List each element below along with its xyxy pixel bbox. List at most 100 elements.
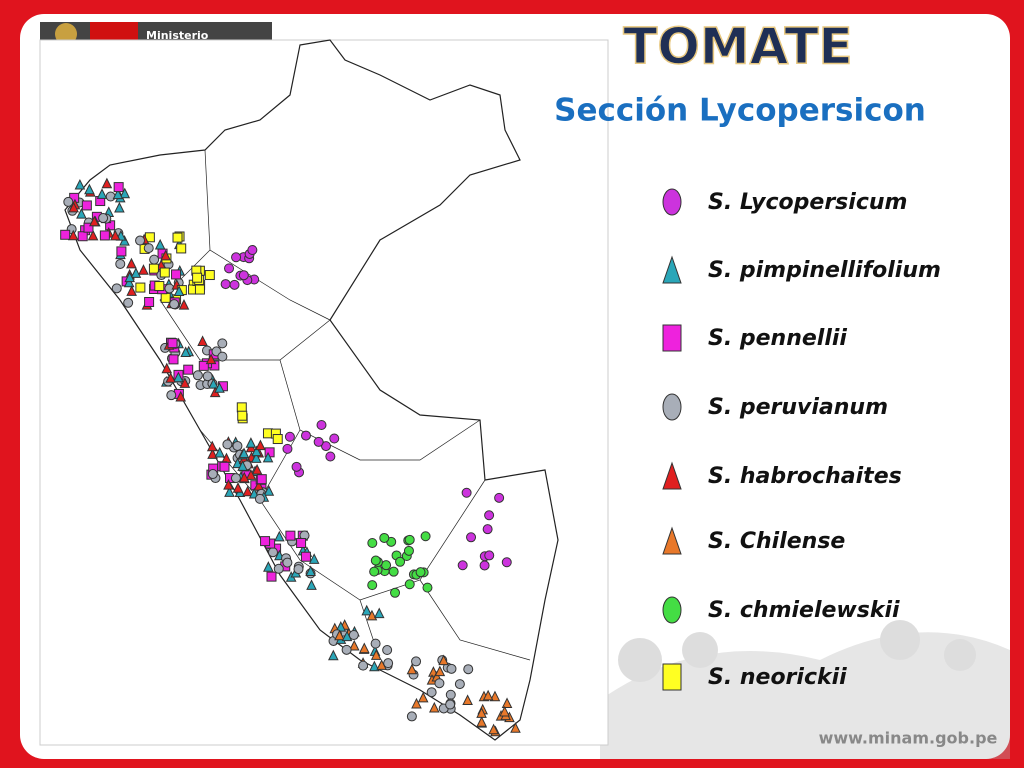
- map-marker: [148, 263, 159, 274]
- title: TOMATE: [623, 18, 852, 76]
- map-marker: [123, 276, 135, 288]
- legend-symbol: [662, 324, 682, 352]
- map-marker: [99, 230, 110, 241]
- map-marker: [165, 372, 176, 383]
- map-marker: [404, 534, 415, 545]
- map-marker: [237, 410, 248, 421]
- map-marker: [406, 663, 418, 675]
- map-marker: [96, 188, 108, 199]
- legend-label: S. Chilense: [708, 529, 845, 554]
- map-marker: [135, 235, 146, 246]
- map-marker: [403, 545, 414, 556]
- map-marker: [124, 271, 136, 283]
- map-marker: [388, 566, 399, 577]
- map-marker: [192, 272, 203, 283]
- country-outline: [64, 39, 559, 741]
- map-marker: [293, 564, 304, 575]
- map-marker: [68, 201, 79, 213]
- map-marker: [98, 213, 109, 224]
- map-marker: [282, 443, 293, 454]
- map-marker: [112, 188, 124, 200]
- map-marker: [484, 510, 495, 521]
- map-marker: [154, 281, 165, 292]
- map-marker: [369, 566, 380, 577]
- map-marker: [206, 440, 218, 452]
- map-marker: [369, 660, 380, 672]
- map-marker: [501, 697, 513, 709]
- map-marker: [135, 282, 146, 293]
- map-marker: [76, 208, 87, 219]
- map-marker: [382, 645, 393, 656]
- map-marker: [300, 551, 311, 562]
- map-marker: [284, 431, 295, 442]
- map-marker: [395, 556, 406, 567]
- map-marker: [417, 691, 429, 703]
- map-marker: [274, 530, 285, 542]
- map-marker: [230, 473, 241, 484]
- map-marker: [415, 567, 426, 578]
- map-marker: [341, 644, 352, 655]
- map-marker: [207, 448, 218, 459]
- map-marker: [119, 187, 131, 199]
- legend-label: S. peruvianum: [708, 395, 888, 420]
- map-marker: [266, 571, 277, 582]
- legend-symbol: [662, 255, 682, 284]
- legend-label: S. Lycopersicum: [708, 190, 907, 215]
- map-marker: [328, 649, 339, 661]
- map-marker: [194, 284, 205, 295]
- legend-symbol: [662, 526, 682, 555]
- map-markers: [60, 177, 521, 737]
- legend-symbol: [662, 663, 682, 691]
- legend-label: S. pennellii: [708, 326, 847, 351]
- map-marker: [434, 665, 446, 677]
- footer-url: www.minam.gob.pe: [819, 729, 998, 748]
- map-marker: [263, 485, 275, 496]
- map-marker: [434, 678, 445, 689]
- map-marker: [214, 446, 225, 458]
- map-marker: [422, 582, 433, 593]
- map-marker: [217, 351, 228, 362]
- map-marker: [238, 447, 250, 459]
- legend-symbol: [662, 596, 682, 624]
- map-marker: [74, 178, 86, 190]
- map-marker: [173, 371, 184, 383]
- map-marker: [466, 532, 477, 543]
- map-marker: [479, 560, 490, 571]
- map-marker: [482, 524, 493, 535]
- map-marker: [224, 263, 235, 274]
- map-marker: [123, 297, 134, 308]
- map-marker: [296, 538, 307, 549]
- map-marker: [83, 222, 94, 233]
- map-marker: [325, 451, 336, 462]
- map-marker: [263, 561, 274, 572]
- map-marker: [231, 252, 242, 263]
- map-marker: [219, 461, 230, 472]
- map-marker: [367, 537, 378, 548]
- map-marker: [321, 441, 332, 452]
- map-marker: [166, 390, 177, 401]
- map-marker: [476, 707, 487, 718]
- map-marker: [84, 183, 95, 195]
- map-marker: [180, 346, 191, 358]
- map-marker: [273, 563, 284, 574]
- map-marker: [250, 452, 262, 463]
- map-marker: [111, 283, 122, 294]
- map-marker: [256, 474, 267, 485]
- map-marker: [334, 629, 345, 641]
- map-marker: [404, 579, 415, 590]
- map-marker: [358, 660, 369, 671]
- map-marker: [160, 249, 171, 261]
- map-marker: [208, 378, 219, 389]
- map-marker: [179, 377, 191, 388]
- map-marker: [379, 532, 390, 543]
- map-marker: [101, 177, 113, 189]
- legend-label: S. chmielewskii: [708, 598, 900, 623]
- map-marker: [183, 364, 194, 375]
- map-marker: [144, 297, 155, 308]
- map-marker: [489, 690, 501, 702]
- map-marker: [169, 299, 180, 310]
- region-borders: [159, 149, 531, 661]
- map-marker: [272, 434, 283, 445]
- map-marker: [308, 553, 320, 564]
- map-marker: [348, 639, 360, 651]
